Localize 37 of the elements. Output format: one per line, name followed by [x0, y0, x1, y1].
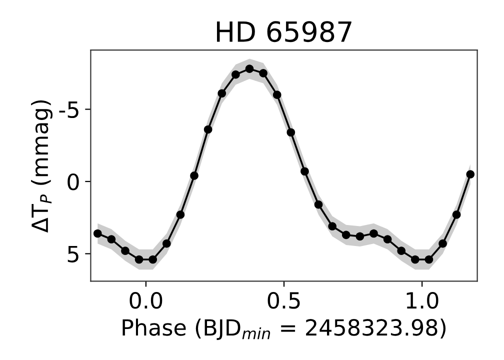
y-tick-label: -5 [59, 102, 78, 118]
point [190, 172, 198, 180]
chart-title: HD 65987 [216, 21, 352, 42]
point [259, 68, 268, 78]
point [466, 170, 475, 178]
point [410, 255, 420, 264]
x-tick-label: 0.0 [130, 292, 162, 309]
point [148, 255, 158, 264]
point [134, 255, 144, 264]
point [162, 239, 171, 248]
point [314, 200, 323, 209]
point [176, 210, 185, 219]
point [232, 70, 240, 79]
x-tick-label: 0.5 [268, 292, 300, 309]
point [424, 255, 434, 264]
point [121, 246, 130, 255]
point [300, 167, 309, 176]
point [452, 210, 461, 219]
point [107, 235, 116, 244]
point [328, 222, 336, 230]
point [397, 246, 406, 255]
point [438, 239, 447, 248]
x-tick-label: 1.0 [406, 292, 438, 309]
point [245, 64, 254, 73]
point [218, 89, 226, 98]
point [93, 229, 102, 238]
point [204, 125, 212, 134]
point [342, 230, 350, 240]
point [370, 229, 378, 238]
point [272, 90, 282, 99]
point [383, 235, 392, 244]
y-axis-title: ΔT$_{P}$ (mmag) [31, 100, 53, 233]
x-axis-title: Phase (BJD$_{min}$ = 2458323.98) [122, 318, 446, 340]
point [356, 232, 364, 241]
y-tick-label: 5 [68, 246, 78, 262]
point [286, 128, 296, 137]
y-tick-label: 0 [68, 173, 79, 190]
